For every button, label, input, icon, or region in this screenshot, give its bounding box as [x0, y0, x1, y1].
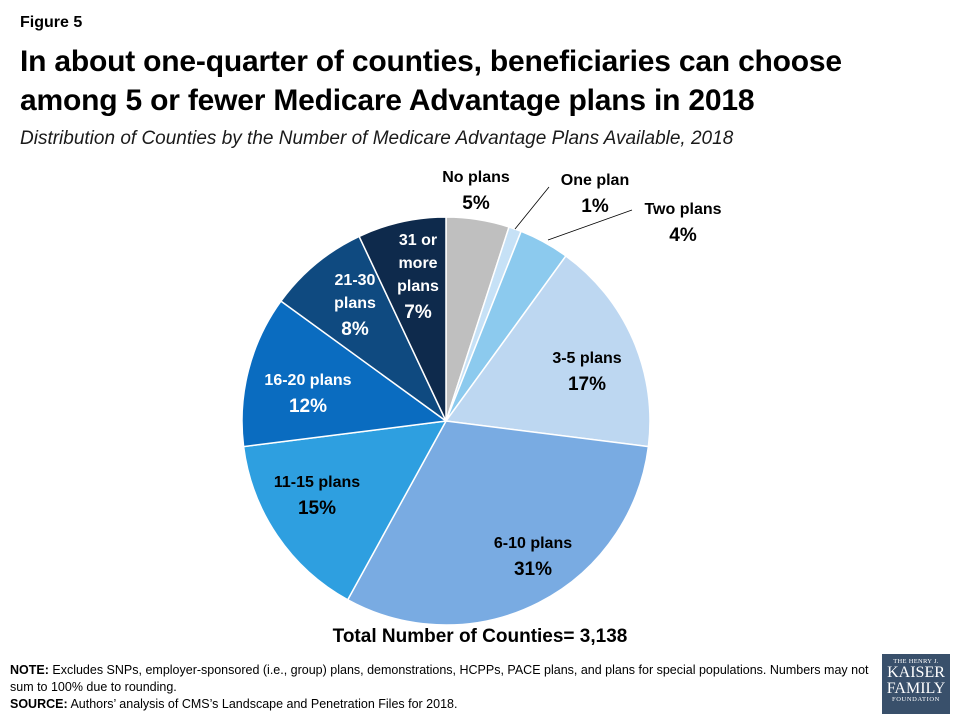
kff-logo: THE HENRY J. KAISER FAMILY FOUNDATION	[882, 654, 950, 714]
pie-slice-6-10-plans	[346, 420, 650, 626]
slice-label-one-plan: One plan 1%	[561, 172, 629, 217]
slice-value-3-5-plans: 17%	[568, 374, 606, 395]
leader-line-two-plans	[547, 209, 633, 241]
slice-value-21-30-plans: 8%	[341, 319, 369, 340]
slice-label-21-30-plans: 21-30 plans 8%	[334, 272, 376, 340]
logo-line-3: FAMILY	[886, 680, 946, 697]
chart-subtitle: Distribution of Counties by the Number o…	[20, 128, 734, 149]
source-text: Authors’ analysis of CMS’s Landscape and…	[67, 697, 458, 711]
slice-label-6-10-plans: 6-10 plans 31%	[494, 535, 572, 580]
figure-label: Figure 5	[20, 14, 83, 31]
pie-slice-31-or-more-plans	[358, 216, 447, 422]
note-line: NOTE: Excludes SNPs, employer-sponsored …	[10, 662, 870, 696]
slice-value-11-15-plans: 15%	[298, 498, 336, 519]
total-counties: Total Number of Counties= 3,138	[332, 626, 628, 647]
slice-value-no-plans: 5%	[462, 193, 490, 214]
slice-label-16-20-plans: 16-20 plans 12%	[264, 372, 351, 417]
pie-slice-3-5-plans	[444, 254, 651, 448]
slice-value-6-10-plans: 31%	[514, 559, 552, 580]
source-label: SOURCE:	[10, 697, 68, 711]
chart-notes: NOTE: Excludes SNPs, employer-sponsored …	[10, 662, 870, 713]
slice-label-11-15-plans: 11-15 plans 15%	[274, 474, 360, 519]
slice-label-no-plans: No plans 5%	[442, 169, 510, 214]
slice-value-two-plans: 4%	[669, 225, 697, 246]
note-text: Excludes SNPs, employer-sponsored (i.e.,…	[10, 663, 869, 694]
pie-slice-16-20-plans	[241, 300, 448, 448]
pie-slice-11-15-plans	[242, 420, 448, 601]
pie-slice-21-30-plans	[279, 235, 447, 422]
note-label: NOTE:	[10, 663, 49, 677]
slice-label-31-or-more-plans: 31 or more plans 7%	[397, 232, 439, 323]
logo-line-2: KAISER	[887, 664, 945, 681]
slice-label-3-5-plans: 3-5 plans 17%	[552, 350, 621, 395]
logo-line-1: THE HENRY J.	[893, 658, 939, 665]
leader-line-one-plan	[514, 186, 550, 230]
chart-title: In about one-quarter of counties, benefi…	[20, 45, 842, 117]
slice-value-one-plan: 1%	[581, 196, 609, 217]
slice-value-31-or-more-plans: 7%	[404, 302, 432, 323]
slice-label-two-plans: Two plans 4%	[644, 201, 721, 246]
slice-value-16-20-plans: 12%	[289, 396, 327, 417]
source-line: SOURCE: Authors’ analysis of CMS’s Lands…	[10, 696, 870, 713]
logo-line-4: FOUNDATION	[892, 696, 940, 703]
